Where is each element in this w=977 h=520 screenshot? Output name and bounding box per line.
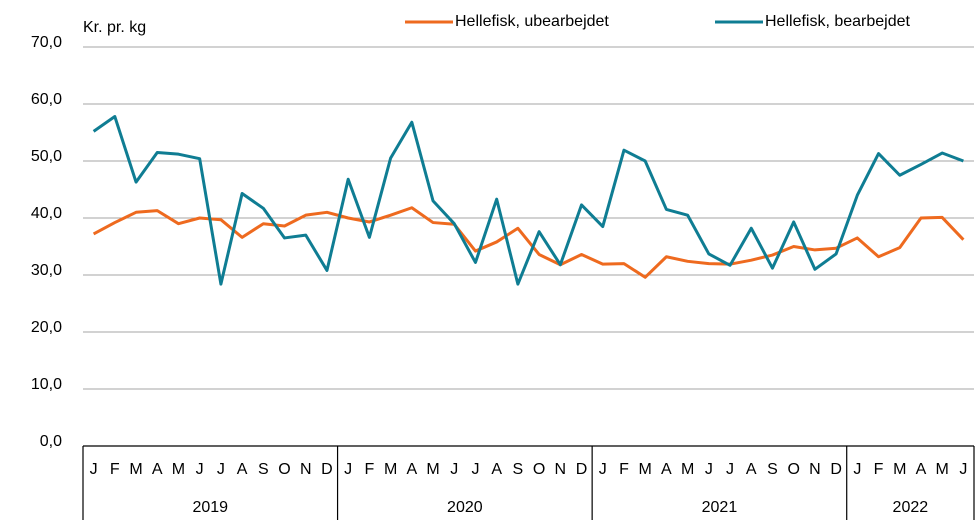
y-tick-label: 30,0 xyxy=(31,262,62,279)
y-tick-label: 40,0 xyxy=(31,205,62,222)
x-group-label: 2020 xyxy=(447,499,483,516)
x-tick-label: F xyxy=(619,461,629,478)
x-tick-label: A xyxy=(237,461,248,478)
x-tick-label: A xyxy=(152,461,163,478)
x-tick-label: A xyxy=(406,461,417,478)
x-tick-label: D xyxy=(576,461,588,478)
x-tick-label: O xyxy=(787,461,799,478)
x-tick-label: J xyxy=(450,461,458,478)
x-tick-label: N xyxy=(300,461,312,478)
x-tick-label: A xyxy=(746,461,757,478)
x-tick-label: J xyxy=(217,461,225,478)
x-tick-label: S xyxy=(513,461,524,478)
y-axis-label: Kr. pr. kg xyxy=(83,19,146,36)
x-group-label: 2021 xyxy=(702,499,738,516)
x-tick-label: J xyxy=(599,461,607,478)
x-tick-label: A xyxy=(491,461,502,478)
legend-label: Hellefisk, ubearbejdet xyxy=(455,13,609,30)
x-tick-label: J xyxy=(726,461,734,478)
x-tick-label: N xyxy=(809,461,821,478)
x-group-label: 2019 xyxy=(192,499,228,516)
x-tick-label: A xyxy=(916,461,927,478)
x-tick-label: S xyxy=(767,461,778,478)
x-tick-label: A xyxy=(661,461,672,478)
x-tick-label: D xyxy=(321,461,333,478)
x-tick-label: M xyxy=(639,461,652,478)
y-tick-label: 50,0 xyxy=(31,148,62,165)
legend-label: Hellefisk, bearbejdet xyxy=(765,13,911,30)
y-tick-label: 70,0 xyxy=(31,34,62,51)
x-tick-label: M xyxy=(172,461,185,478)
x-tick-label: M xyxy=(129,461,142,478)
x-tick-label: F xyxy=(110,461,120,478)
x-tick-label: D xyxy=(830,461,842,478)
x-tick-label: F xyxy=(365,461,375,478)
series-line xyxy=(92,206,965,279)
x-group-label: 2022 xyxy=(893,499,929,516)
x-tick-label: S xyxy=(258,461,269,478)
x-tick-label: M xyxy=(893,461,906,478)
y-tick-label: 60,0 xyxy=(31,91,62,108)
x-tick-label: M xyxy=(384,461,397,478)
y-tick-label: 10,0 xyxy=(31,376,62,393)
x-tick-label: J xyxy=(344,461,352,478)
x-tick-label: J xyxy=(959,461,967,478)
x-tick-label: M xyxy=(681,461,694,478)
x-tick-label: O xyxy=(533,461,545,478)
series-line xyxy=(92,115,964,286)
x-tick-label: M xyxy=(936,461,949,478)
y-tick-label: 20,0 xyxy=(31,319,62,336)
x-tick-label: O xyxy=(278,461,290,478)
x-tick-label: F xyxy=(874,461,884,478)
x-tick-label: J xyxy=(90,461,98,478)
x-tick-label: J xyxy=(196,461,204,478)
x-tick-label: J xyxy=(853,461,861,478)
x-tick-label: J xyxy=(471,461,479,478)
y-tick-label: 0,0 xyxy=(40,433,62,450)
x-tick-label: M xyxy=(426,461,439,478)
x-tick-label: J xyxy=(705,461,713,478)
x-tick-label: N xyxy=(555,461,567,478)
